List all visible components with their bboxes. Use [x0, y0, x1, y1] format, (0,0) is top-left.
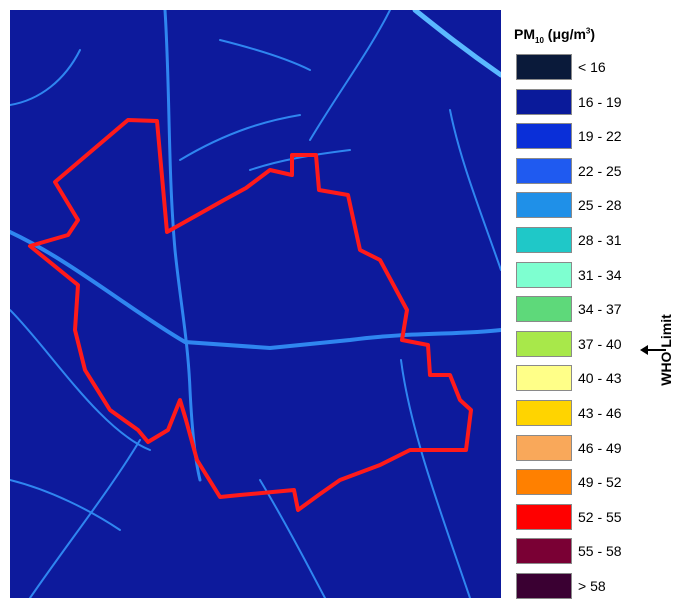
legend-row: 55 - 58: [516, 538, 666, 565]
road: [10, 49, 81, 106]
legend-swatch: [516, 296, 572, 323]
city-boundary: [28, 118, 473, 512]
legend-swatch: [516, 330, 572, 357]
legend-label: 16 - 19: [578, 93, 622, 110]
legend-row: 16 - 19: [516, 88, 666, 115]
road-network: [10, 10, 501, 598]
legend-label: 46 - 49: [578, 439, 622, 456]
legend-row: 52 - 55: [516, 503, 666, 530]
legend-swatch: [516, 469, 572, 496]
road: [249, 149, 351, 171]
road: [400, 359, 471, 598]
road: [29, 439, 141, 598]
legend-label: 28 - 31: [578, 232, 622, 248]
legend-label: 49 - 52: [578, 474, 622, 491]
legend-swatch: [516, 538, 572, 565]
legend-label: 43 - 46: [578, 405, 622, 421]
legend-label: < 16: [578, 59, 606, 75]
arrow-head-icon: [640, 345, 648, 355]
road: [219, 39, 311, 71]
road: [179, 114, 301, 161]
legend-label: 19 - 22: [578, 128, 622, 145]
legend-row: 46 - 49: [516, 434, 666, 461]
legend-row: 25 - 28: [516, 192, 666, 219]
legend-row: < 16: [516, 54, 666, 80]
legend-swatch: [516, 434, 572, 461]
legend-row: 34 - 37: [516, 296, 666, 323]
legend-row: 40 - 43: [516, 365, 666, 392]
legend-swatch: [516, 573, 572, 599]
legend-swatch: [516, 400, 572, 426]
who-limit-marker: [640, 345, 666, 355]
legend-label: 55 - 58: [578, 543, 622, 560]
road: [412, 10, 501, 78]
legend-row: 31 - 34: [516, 261, 666, 288]
legend-swatch: [516, 123, 572, 150]
legend-label: > 58: [578, 578, 606, 594]
legend-row: 43 - 46: [516, 400, 666, 426]
legend-label: 31 - 34: [578, 266, 622, 283]
road: [449, 109, 501, 271]
legend-swatch: [516, 365, 572, 392]
legend-title: PM10 (μg/m3): [514, 26, 596, 45]
legend-swatch: [516, 88, 572, 115]
legend-row: 49 - 52: [516, 469, 666, 496]
legend-row: 19 - 22: [516, 123, 666, 150]
legend-swatch: [516, 54, 572, 80]
legend-label: 52 - 55: [578, 508, 622, 525]
who-limit-label: WHO Limit: [658, 314, 674, 386]
road: [259, 479, 326, 598]
map-background: [10, 10, 501, 598]
legend-swatch: [516, 503, 572, 530]
legend-label: 25 - 28: [578, 197, 622, 214]
legend-row: 37 - 40: [516, 330, 666, 357]
legend-swatch: [516, 192, 572, 219]
road: [10, 479, 121, 531]
legend-label: 34 - 37: [578, 301, 622, 318]
legend-swatch: [516, 261, 572, 288]
road: [163, 10, 202, 482]
legend-label: 40 - 43: [578, 370, 622, 387]
legend-row: 22 - 25: [516, 157, 666, 184]
legend-swatch: [516, 157, 572, 184]
road: [309, 10, 391, 141]
road: [10, 309, 151, 451]
legend-label: 37 - 40: [578, 335, 622, 352]
pm10-map: [10, 10, 501, 598]
legend-row: > 58: [516, 573, 666, 599]
legend-row: 28 - 31: [516, 227, 666, 253]
legend: PM10 (μg/m3) < 16 16 - 19 19 - 22 22 - 25 25…: [508, 14, 678, 600]
legend-swatch: [516, 227, 572, 253]
legend-label: 22 - 25: [578, 162, 622, 179]
